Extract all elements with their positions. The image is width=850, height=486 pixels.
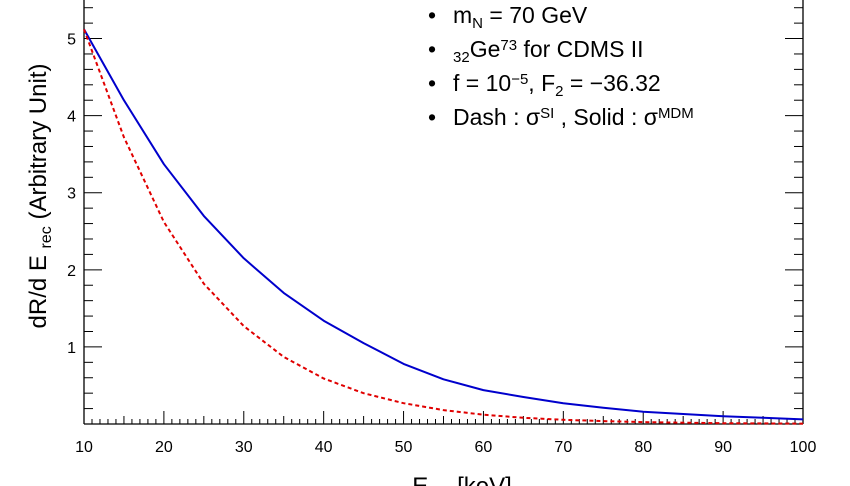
legend-text-part: 32 bbox=[453, 49, 470, 66]
x-tick-label: 100 bbox=[790, 439, 817, 456]
y-axis-title: dR/d E rec (Arbitrary Unit) bbox=[25, 64, 55, 329]
x-tick-label: 40 bbox=[315, 439, 333, 456]
legend-bullet: • bbox=[428, 104, 436, 130]
series-si-dashed-line bbox=[83, 28, 804, 425]
x-tick-label: 80 bbox=[634, 439, 652, 456]
x-tick-label: 60 bbox=[475, 439, 493, 456]
legend-text-part: , F bbox=[528, 70, 555, 96]
y-axis-title-part: (Arbitrary Unit) bbox=[25, 64, 52, 227]
series-group bbox=[83, 28, 804, 425]
legend-text-part: m bbox=[453, 2, 472, 28]
legend-text-part: MDM bbox=[658, 105, 694, 122]
x-tick-label: 50 bbox=[395, 439, 413, 456]
legend-text-part: f = 10 bbox=[453, 70, 511, 96]
y-axis-title-part: rec bbox=[38, 226, 55, 248]
legend-text-part: −5 bbox=[511, 71, 528, 88]
legend-text-part: for CDMS II bbox=[517, 36, 644, 62]
legend-bullet: • bbox=[428, 70, 436, 96]
legend-text-part: Ge bbox=[470, 36, 501, 62]
legend-text-part: = 70 GeV bbox=[483, 2, 588, 28]
legend-text-part: , Solid : σ bbox=[554, 104, 658, 130]
y-tick-label: 5 bbox=[67, 32, 76, 49]
x-tick-label: 90 bbox=[714, 439, 732, 456]
x-tick-label: 70 bbox=[554, 439, 572, 456]
x-axis-title-part: [keV] bbox=[450, 473, 511, 486]
legend-bullet: • bbox=[428, 36, 436, 62]
legend-entry-3: f = 10−5, F2 = −36.32 bbox=[453, 70, 661, 100]
legend-text-part: Dash : σ bbox=[453, 104, 540, 130]
series-mdm-solid-line bbox=[83, 28, 804, 421]
x-tick-label: 30 bbox=[235, 439, 253, 456]
legend-text-part: SI bbox=[540, 105, 554, 122]
axes: 10 20 30 40 50 60 70 80 90 100 1 2 3 4 5 bbox=[67, 0, 816, 456]
legend-entry-4: Dash : σSI , Solid : σMDM bbox=[453, 104, 694, 130]
y-tick-label: 3 bbox=[67, 186, 76, 203]
legend: • mN = 70 GeV • 32Ge73 for CDMS II • f = 10−5… bbox=[428, 2, 694, 130]
legend-text-part: = −36.32 bbox=[563, 70, 660, 96]
x-tick-label: 10 bbox=[75, 439, 93, 456]
legend-text-part: 2 bbox=[555, 83, 563, 100]
legend-entry-1: mN = 70 GeV bbox=[453, 2, 588, 32]
y-tick-label: 4 bbox=[67, 109, 76, 126]
y-tick-label: 2 bbox=[67, 263, 76, 280]
legend-bullet: • bbox=[428, 2, 436, 28]
y-axis-title-part: dR/d E bbox=[25, 248, 52, 328]
legend-text-part: 73 bbox=[500, 37, 517, 54]
y-tick-label: 1 bbox=[67, 340, 76, 357]
x-axis-title-part: E bbox=[412, 473, 428, 486]
x-tick-label: 20 bbox=[155, 439, 173, 456]
legend-entry-2: 32Ge73 for CDMS II bbox=[453, 36, 644, 66]
legend-text-part: N bbox=[472, 15, 483, 32]
